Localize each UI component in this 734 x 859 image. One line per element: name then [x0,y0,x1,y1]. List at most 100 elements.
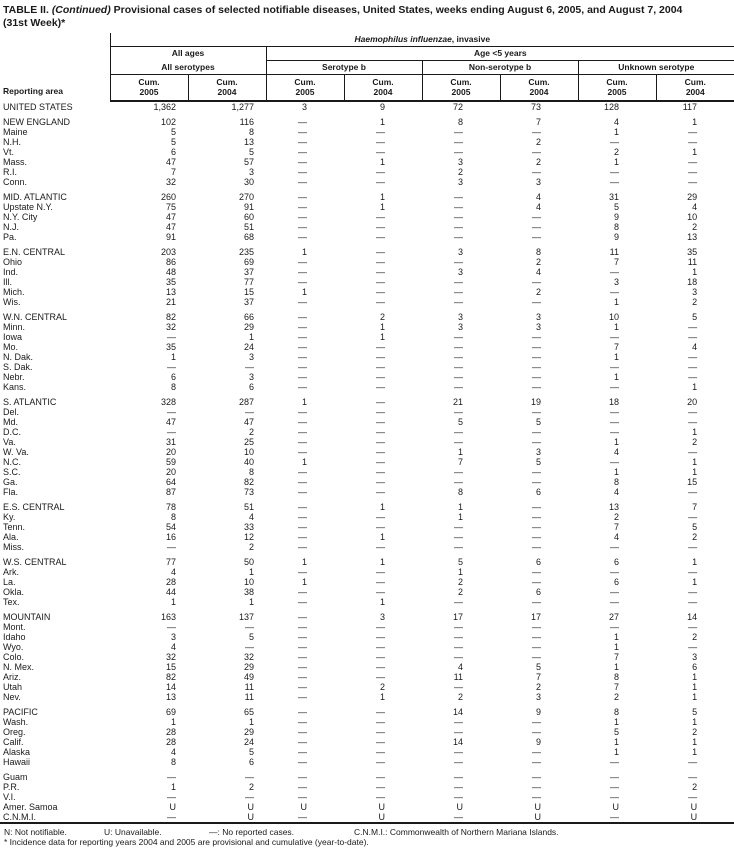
value-cell: — [376,147,385,157]
value-cell: — [298,437,307,447]
value-cell: — [376,652,385,662]
value-cell: 19 [530,397,541,407]
value-cell: 1 [613,747,619,757]
value-cell: 5 [457,557,463,567]
value-cell: 69 [165,707,176,717]
reporting-area-cell: N.C. [3,457,21,467]
value-cell: — [454,632,463,642]
table-row: Kans. 8 6 — — — — — 1 [0,382,734,392]
value-cell: — [688,167,698,177]
table-row: NEW ENGLAND 102 116 — 1 8 7 4 1 [0,117,734,127]
value-cell: 2 [535,682,541,692]
table-row: S. Dak. — — — — — — — — [0,362,734,372]
value-cell: — [298,747,307,757]
value-cell: — [454,772,463,782]
value-cell: — [376,257,385,267]
value-cell: 12 [243,532,254,542]
value-cell: 1 [379,192,385,202]
table-row: Okla. 44 38 — — 2 6 — — [0,587,734,597]
table-row: D.C. — 2 — — — — — 1 [0,427,734,437]
reporting-area-cell: Minn. [3,322,26,332]
value-cell: — [454,232,463,242]
value-cell: 1 [613,322,619,332]
value-cell: 8 [613,672,619,682]
value-cell: 31 [165,437,176,447]
value-cell: — [532,477,541,487]
value-cell: — [454,542,463,552]
unknown-serotype-header: Unknown serotype [577,60,734,75]
table-row: S. ATLANTIC 328 287 1 — 21 19 18 20 [0,397,734,407]
value-cell: 5 [535,457,541,467]
value-cell: — [376,622,385,632]
table-row: Oreg. 28 29 — — — — 5 2 [0,727,734,737]
value-cell: 1 [692,737,698,747]
value-cell: — [245,407,254,417]
reporting-area-cell: Md. [3,417,19,427]
value-cell: 6 [613,557,619,567]
value-cell: — [454,812,463,822]
reporting-area-cell: Ind. [3,267,19,277]
value-cell: 5 [692,707,698,717]
value-cell: 73 [530,102,541,112]
value-cell: — [167,362,176,372]
value-cell: 1 [692,717,698,727]
value-cell: 5 [535,662,541,672]
value-cell: 3 [379,612,385,622]
value-cell: 9 [613,212,619,222]
value-cell: — [610,542,619,552]
value-cell: 203 [160,247,176,257]
value-cell: 6 [170,147,176,157]
value-cell: 1 [613,717,619,727]
value-cell: — [298,652,307,662]
value-cell: — [532,757,541,767]
value-cell: — [454,467,463,477]
value-cell: 1 [692,427,698,437]
value-cell: 2 [613,512,619,522]
reporting-area-cell: Mass. [3,157,28,167]
value-cell: 13 [608,502,619,512]
value-cell: 5 [692,312,698,322]
value-cell: 59 [165,457,176,467]
value-cell: 7 [170,167,176,177]
non-serotype-b-header: Non-serotype b [421,60,578,75]
value-cell: 11 [609,247,619,257]
reporting-area-cell: Colo. [3,652,25,662]
value-cell: — [454,372,463,382]
value-cell: 7 [457,457,463,467]
value-cell: 8 [535,247,541,257]
value-cell: — [454,352,463,362]
reporting-area-cell: N. Dak. [3,352,34,362]
disease-name-italic: Haemophilus influenzae [354,34,452,44]
reporting-area-cell: Tex. [3,597,20,607]
value-cell: 35 [165,342,176,352]
table-row: Minn. 32 29 — 1 3 3 1 — [0,322,734,332]
value-cell: 8 [613,477,619,487]
value-cell: — [688,567,698,577]
reporting-area-cell: Ala. [3,532,19,542]
value-cell: — [376,747,385,757]
value-cell: — [688,487,698,497]
table-row: N. Mex. 15 29 — — 4 5 1 6 [0,662,734,672]
value-cell: 4 [613,487,619,497]
value-cell: 328 [160,397,176,407]
value-cell: 1 [613,352,619,362]
value-cell: — [532,297,541,307]
value-cell: 5 [248,747,254,757]
value-cell: 35 [687,247,698,257]
value-cell: 2 [692,222,698,232]
value-cell: 102 [160,117,176,127]
value-cell: 32 [165,322,176,332]
value-cell: 6 [248,382,254,392]
value-cell: — [298,782,307,792]
value-cell: 1 [692,382,698,392]
value-cell: — [688,447,698,457]
value-cell: 32 [165,177,176,187]
value-cell: — [688,417,698,427]
value-cell: — [532,232,541,242]
value-cell: — [376,232,385,242]
value-cell: — [376,407,385,417]
notifiable-diseases-table: Reporting area Haemophilus influenzae, i… [0,33,734,824]
reporting-area-cell: N. Mex. [3,662,35,672]
value-cell: 1 [248,717,254,727]
value-cell: — [376,397,385,407]
